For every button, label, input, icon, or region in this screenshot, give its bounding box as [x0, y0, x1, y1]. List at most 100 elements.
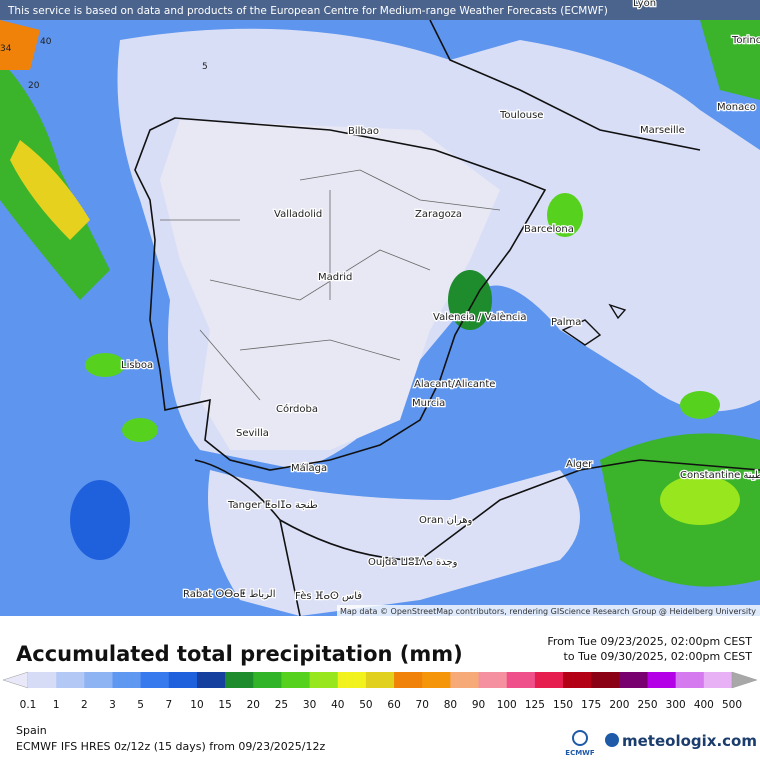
city-label: Barcelona — [524, 224, 574, 235]
city-label: Zaragoza — [415, 209, 462, 220]
legend-label: 250 — [637, 699, 657, 711]
legend-swatch — [535, 672, 564, 688]
legend-swatch — [450, 672, 479, 688]
legend-swatch — [591, 672, 620, 688]
legend-label: 1 — [53, 699, 60, 711]
legend-label: 5 — [137, 699, 144, 711]
rain-area — [660, 475, 740, 525]
city-label: Torino — [731, 35, 760, 46]
legend-swatch — [619, 672, 648, 688]
legend-label: 2 — [81, 699, 88, 711]
legend-swatch — [310, 672, 339, 688]
notice: This service is based on data and produc… — [7, 5, 608, 17]
city-label: Marseille — [640, 125, 685, 136]
legend-label: 40 — [331, 699, 344, 711]
rain-area — [85, 353, 125, 377]
legend-swatch — [676, 672, 705, 688]
city-label: Valladolid — [274, 209, 322, 220]
legend-swatch — [197, 672, 226, 688]
attribution: Map data © OpenStreetMap contributors, r… — [340, 607, 756, 616]
legend-swatch — [253, 672, 282, 688]
city-label: Tanger ⵟⴰⵏⵊⴰ طنجة — [227, 500, 318, 511]
legend-swatch — [169, 672, 198, 688]
legend-label: 90 — [472, 699, 485, 711]
legend-label: 500 — [722, 699, 742, 711]
city-label: Rabat ⵔⴱⴰⵟ الرباط — [183, 589, 275, 600]
legend-label: 100 — [497, 699, 517, 711]
contour-label: 40 — [40, 37, 52, 47]
legend-label: 60 — [387, 699, 400, 711]
legend-swatch — [563, 672, 592, 688]
legend-swatch — [648, 672, 677, 688]
legend-swatch — [84, 672, 113, 688]
ecmwf-icon — [573, 731, 587, 745]
legend-swatch — [338, 672, 367, 688]
legend-swatch — [281, 672, 310, 688]
legend-label: 25 — [275, 699, 288, 711]
legend-swatch — [366, 672, 395, 688]
map — [0, 0, 760, 616]
city-label: Monaco — [717, 102, 756, 113]
rain-area — [70, 480, 130, 560]
legend-swatch — [28, 672, 57, 688]
legend-label: 175 — [581, 699, 601, 711]
city-label: Alacant/Alicante — [414, 379, 495, 390]
legend-title: Accumulated total precipitation (mm) — [16, 642, 463, 666]
legend-label: 80 — [444, 699, 457, 711]
city-label: Lyon — [633, 0, 656, 9]
region: Spain — [16, 724, 47, 737]
legend-label: 200 — [609, 699, 629, 711]
city-label: Lisboa — [121, 360, 153, 371]
city-label: Fès ⴼⴰⵙ فاس — [295, 590, 362, 602]
legend-label: 50 — [359, 699, 372, 711]
legend-label: 3 — [109, 699, 116, 711]
contour-label: 20 — [28, 81, 40, 91]
rain-area — [680, 391, 720, 419]
legend-swatch — [704, 672, 733, 688]
legend-arrow — [732, 672, 757, 688]
contour-label: 34 — [0, 44, 12, 54]
legend-swatch — [394, 672, 423, 688]
city-label: Sevilla — [236, 428, 269, 439]
legend-swatch — [112, 672, 141, 688]
legend-swatch — [225, 672, 254, 688]
city-label: Bilbao — [348, 126, 379, 137]
city-label: Toulouse — [499, 110, 543, 121]
city-label: Murcia — [412, 398, 445, 409]
legend-label: 15 — [218, 699, 231, 711]
city-label: Alger — [566, 459, 593, 470]
city-label: Madrid — [318, 272, 352, 283]
brand: meteologix.com — [622, 732, 757, 750]
city-label: Málaga — [291, 462, 327, 474]
legend-label: 30 — [303, 699, 316, 711]
city-label: Oujda ⵡⵓⵊⴷⴰ وجدة — [368, 557, 458, 568]
legend-arrow — [3, 672, 28, 688]
legend-label: 150 — [553, 699, 573, 711]
period-from: From Tue 09/23/2025, 02:00pm CEST — [547, 635, 752, 648]
contour-label: 5 — [202, 62, 208, 72]
legend-label: 125 — [525, 699, 545, 711]
city-label: Constantine قسنطينة — [680, 470, 760, 481]
legend-label: 20 — [247, 699, 260, 711]
legend-label: 10 — [190, 699, 203, 711]
legend-label: 70 — [416, 699, 429, 711]
brand-icon — [605, 733, 619, 747]
city-label: Palma — [551, 317, 581, 328]
legend-swatch — [507, 672, 536, 688]
legend-label: 400 — [694, 699, 714, 711]
period-to: to Tue 09/30/2025, 02:00pm CEST — [564, 650, 753, 663]
legend-swatch — [422, 672, 451, 688]
legend-swatch — [141, 672, 170, 688]
legend-label: 300 — [666, 699, 686, 711]
legend-swatch — [479, 672, 508, 688]
rain-area — [122, 418, 158, 442]
model-info: ECMWF IFS HRES 0z/12z (15 days) from 09/… — [16, 740, 326, 753]
legend-label: 7 — [165, 699, 172, 711]
legend-swatch — [56, 672, 85, 688]
ecmwf-logo: ECMWF — [565, 749, 595, 757]
city-label: Oran وهران — [419, 515, 473, 526]
city-label: Valencia / València — [433, 311, 526, 323]
